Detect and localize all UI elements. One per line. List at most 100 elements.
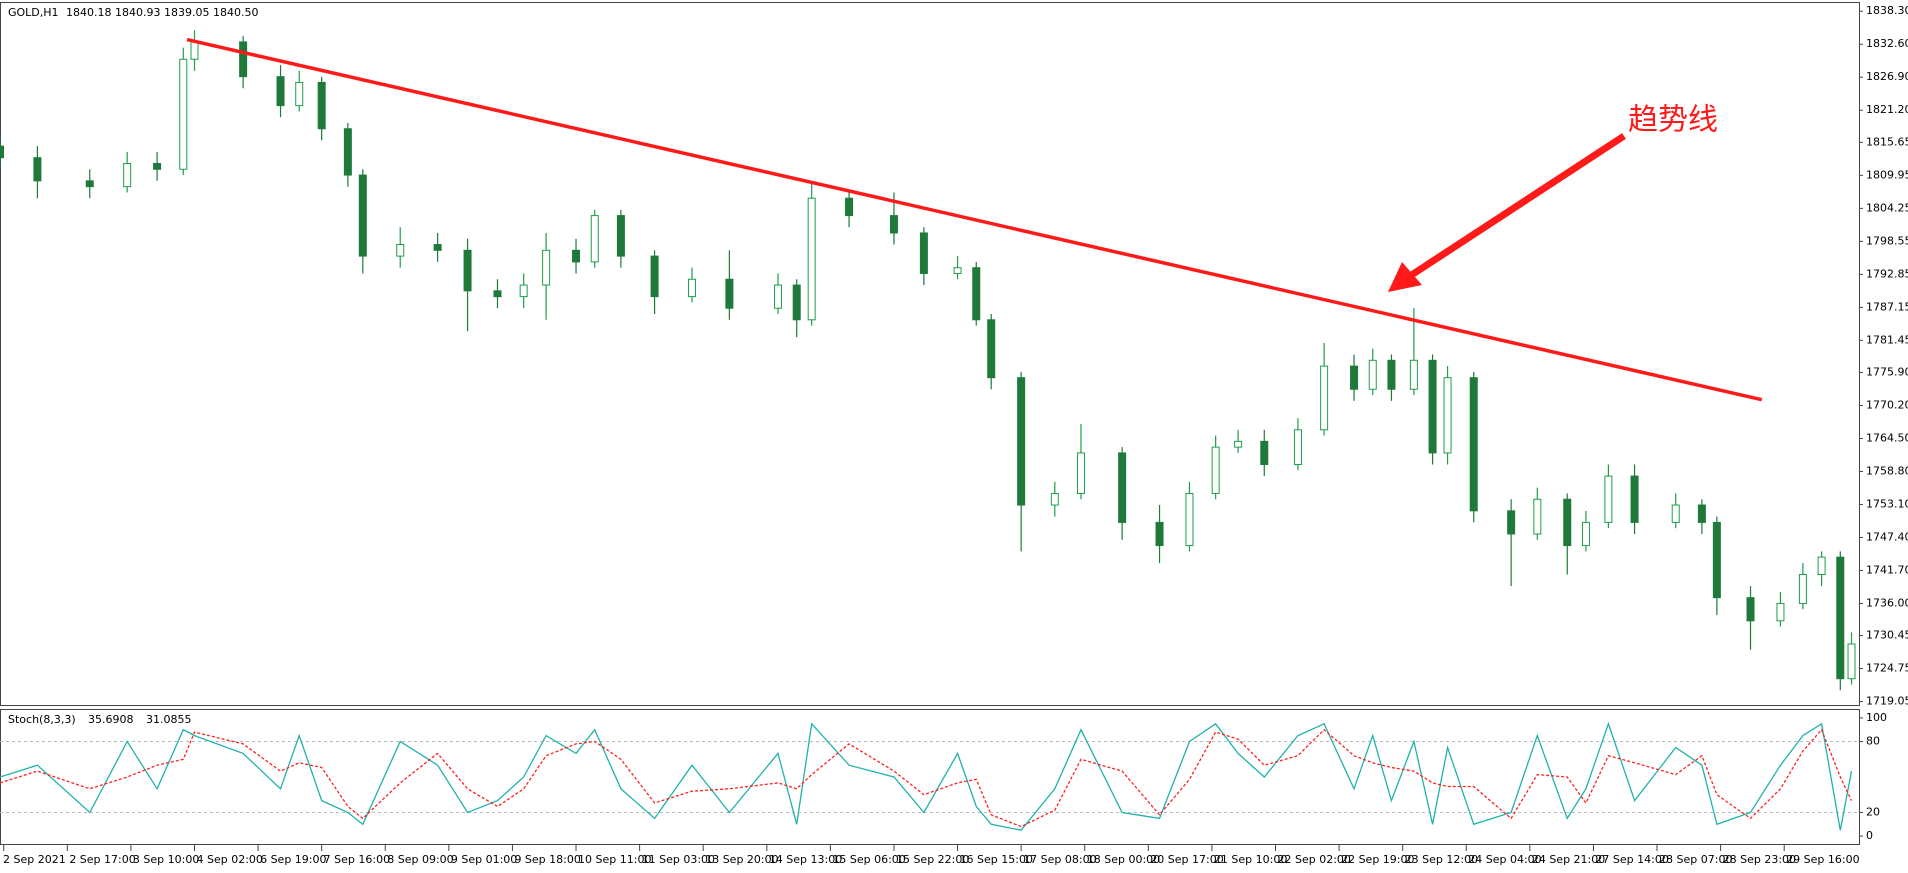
candle-body <box>650 255 659 298</box>
trendline <box>186 37 1763 402</box>
y-tick-label: 0 <box>1866 829 1873 842</box>
y-tick-label: 1764.50 <box>1866 431 1908 444</box>
candle-body <box>1847 643 1856 680</box>
candle-body <box>358 174 367 257</box>
candle-body <box>295 81 304 107</box>
annotation: 趋势线 <box>1628 103 1718 138</box>
y-tick-label: 1781.45 <box>1866 333 1908 346</box>
x-tick-label: 18 Sep 00:00 <box>1087 853 1160 866</box>
annotation-arrow <box>1408 133 1626 279</box>
y-tick-label: 1826.90 <box>1866 70 1908 83</box>
candle-body <box>1697 504 1706 523</box>
candle-body <box>1320 365 1329 431</box>
y-tick-label: 1821.20 <box>1866 103 1908 116</box>
candle-body <box>987 319 996 379</box>
candle-body <box>1234 440 1243 448</box>
candle-body <box>123 162 132 188</box>
x-tick-label: 7 Sep 16:00 <box>324 853 390 866</box>
candle-body <box>919 232 928 274</box>
y-tick-label: 1724.75 <box>1866 662 1908 675</box>
candle-body <box>1443 377 1452 454</box>
y-tick-label: 1753.10 <box>1866 497 1908 510</box>
candle-body <box>1630 475 1639 523</box>
indicator-value: 31.0855 <box>146 713 192 726</box>
candle-body <box>725 278 734 309</box>
y-tick-label: 1758.80 <box>1866 464 1908 477</box>
x-tick-label: 17 Sep 08:00 <box>1023 853 1096 866</box>
candle-body <box>190 41 199 60</box>
x-tick-label: 22 Sep 02:00 <box>1277 853 1350 866</box>
candle-body <box>1017 377 1026 506</box>
x-tick-label: 10 Sep 11:00 <box>578 853 651 866</box>
candle-body <box>1211 446 1220 494</box>
candle-body <box>1507 510 1516 535</box>
y-tick-label: 1741.70 <box>1866 563 1908 576</box>
candle-body <box>1293 429 1302 466</box>
candle-body <box>1409 359 1418 390</box>
candle-body <box>1563 498 1572 547</box>
x-tick-label: 2 Sep 2021 <box>3 853 66 866</box>
candle-body <box>953 267 962 274</box>
x-tick-label: 14 Sep 13:00 <box>769 853 842 866</box>
candle-body <box>1712 521 1721 599</box>
candle-body <box>774 284 783 309</box>
candle-body <box>153 162 162 170</box>
candle-body <box>1050 492 1059 506</box>
x-tick-label: 8 Sep 09:00 <box>387 853 453 866</box>
candle-body <box>276 76 285 107</box>
candle-body <box>0 145 4 159</box>
x-tick-label: 6 Sep 19:00 <box>260 853 326 866</box>
x-tick-label: 27 Sep 14:00 <box>1595 853 1668 866</box>
candle-body <box>687 278 696 298</box>
candle-body <box>1836 556 1845 680</box>
x-tick-label: 28 Sep 07:00 <box>1659 853 1732 866</box>
indicator-title: Stoch(8,3,3) <box>8 713 76 726</box>
candle-body <box>1671 504 1680 523</box>
candle-body <box>1776 602 1785 622</box>
y-tick-label: 1815.65 <box>1866 135 1908 148</box>
y-tick-label: 1832.60 <box>1866 37 1908 50</box>
candle-body <box>1533 498 1542 535</box>
candle-body <box>396 244 405 257</box>
candle-body <box>1798 574 1807 604</box>
x-tick-label: 9 Sep 18:00 <box>514 853 580 866</box>
y-tick-label: 20 <box>1866 805 1880 818</box>
x-tick-label: 4 Sep 02:00 <box>197 853 263 866</box>
x-tick-label: 13 Sep 20:00 <box>705 853 778 866</box>
y-tick-label: 1719.05 <box>1866 695 1908 708</box>
candle-body <box>1428 359 1437 454</box>
y-tick-label: 1809.95 <box>1866 168 1908 181</box>
candle-body <box>1076 452 1085 494</box>
x-tick-label: 2 Sep 17:00 <box>69 853 135 866</box>
candle-body <box>845 197 854 217</box>
x-tick-label: 3 Sep 10:00 <box>133 853 199 866</box>
y-tick-label: 1775.90 <box>1866 365 1908 378</box>
y-tick-label: 1787.15 <box>1866 300 1908 313</box>
candle-body <box>1350 365 1359 390</box>
y-tick-label: 1730.45 <box>1866 629 1908 642</box>
x-tick-label: 24 Sep 04:00 <box>1468 853 1541 866</box>
y-tick-label: 1838.30 <box>1866 4 1908 17</box>
indicator-value: 35.6908 <box>88 713 134 726</box>
candle-body <box>1185 492 1194 547</box>
x-tick-label: 24 Sep 21:00 <box>1532 853 1605 866</box>
annotation-arrowhead <box>1388 262 1422 292</box>
candle-body <box>1118 452 1127 523</box>
candle-body <box>1746 597 1755 622</box>
candle-body <box>239 41 248 78</box>
candle-body <box>1260 440 1269 466</box>
candle-body <box>1604 475 1613 523</box>
x-tick-label: 11 Sep 03:00 <box>642 853 715 866</box>
y-tick-label: 1736.00 <box>1866 596 1908 609</box>
y-tick-label: 1770.20 <box>1866 398 1908 411</box>
y-tick-label: 1804.25 <box>1866 201 1908 214</box>
candle-body <box>519 284 528 298</box>
candle-body <box>1817 556 1826 576</box>
x-tick-label: 15 Sep 06:00 <box>832 853 905 866</box>
candle-body <box>889 215 898 234</box>
candle-body <box>493 290 502 298</box>
y-tick-label: 1792.85 <box>1866 267 1908 280</box>
candle-body <box>572 249 581 263</box>
